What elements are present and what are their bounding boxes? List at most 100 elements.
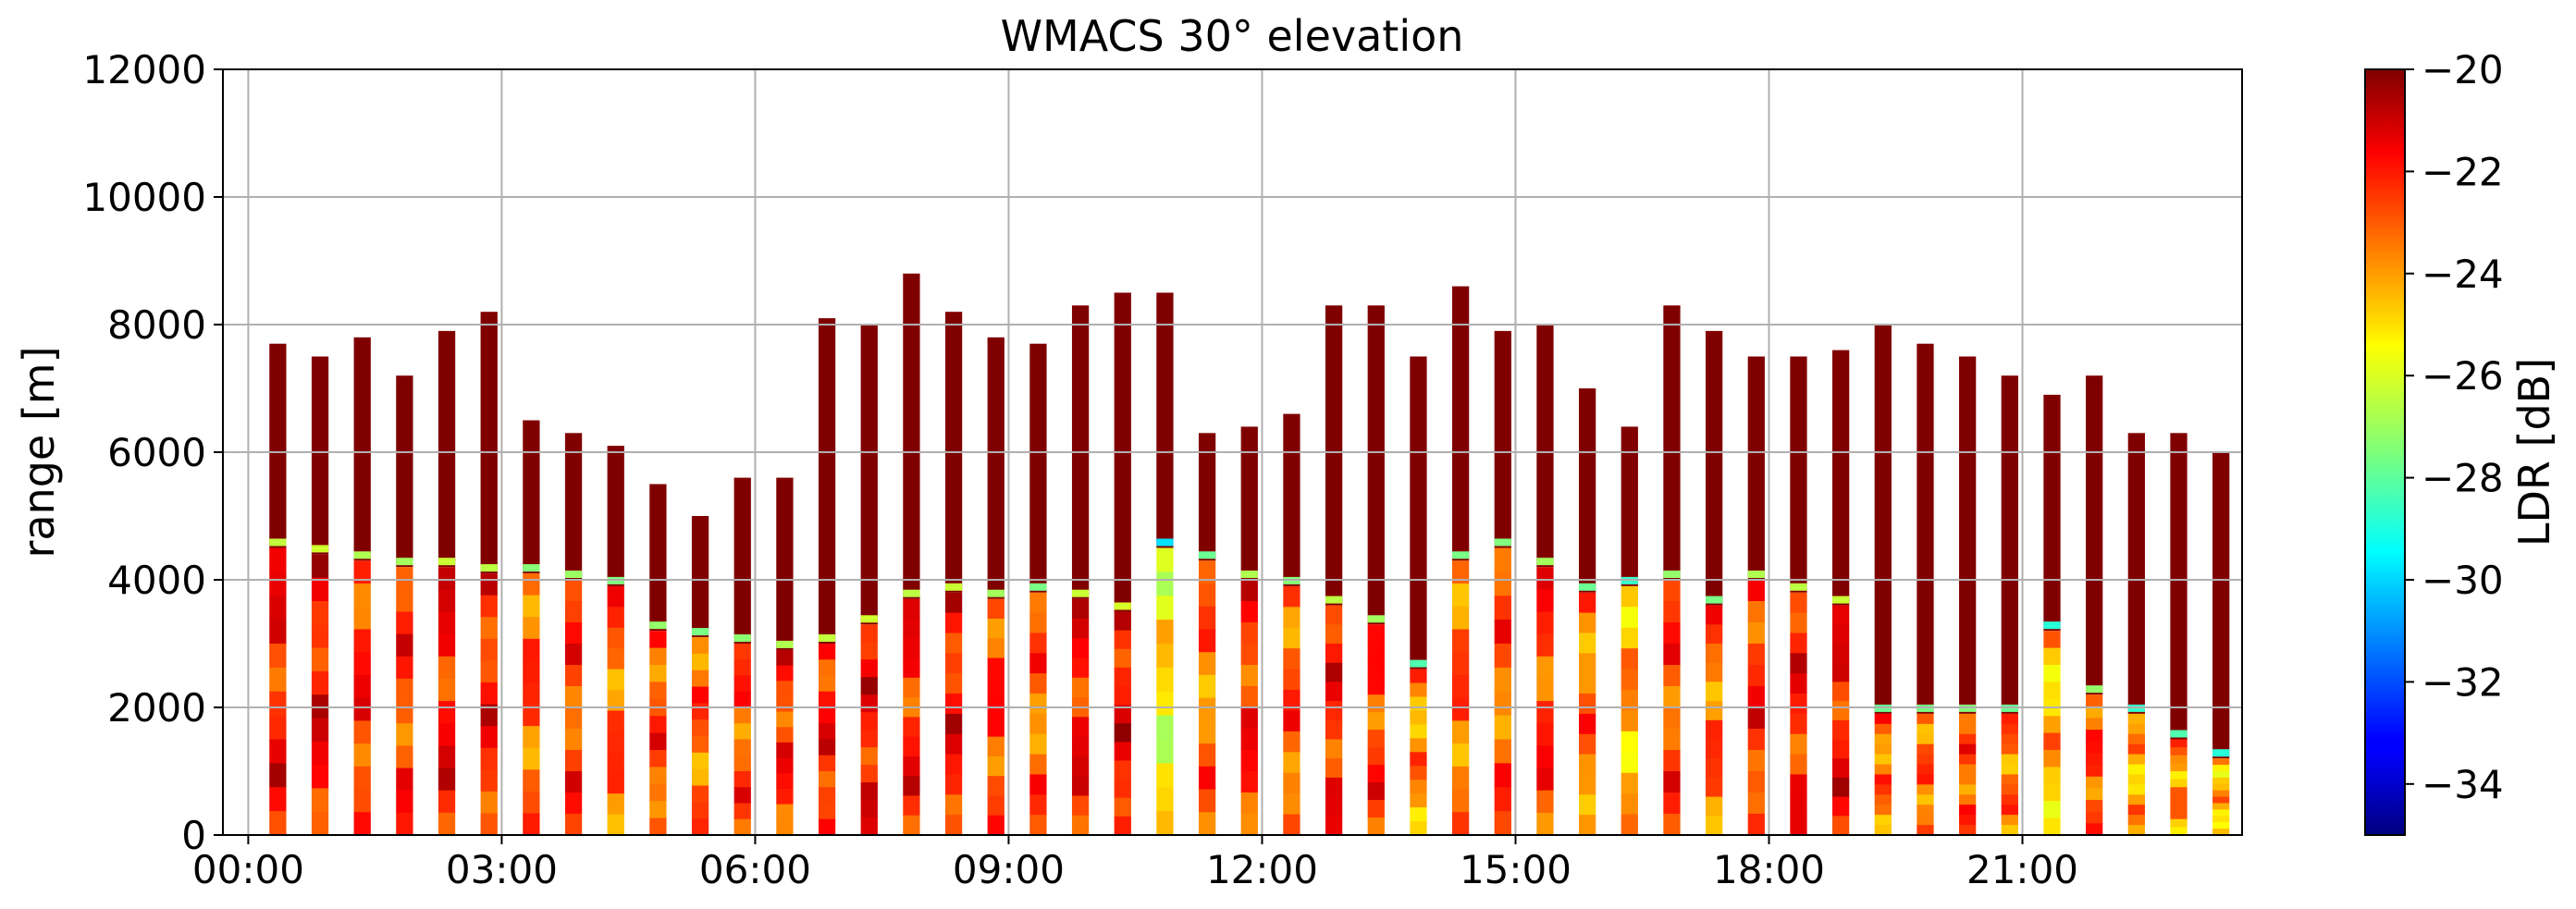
scan-lower-band: [1874, 754, 1892, 766]
scan-lower-band: [396, 656, 413, 680]
scan-lower-band: [1747, 771, 1765, 793]
scan-lower-band: [1071, 776, 1090, 797]
scan-lower-band: [1325, 624, 1343, 645]
scan-lower-band: [1451, 674, 1470, 699]
scan-lower-band: [776, 681, 794, 697]
scan-lower-band: [944, 815, 963, 835]
scan-lower-band: [2086, 800, 2103, 813]
scan-lower-band: [564, 644, 583, 666]
scan-lower-band: [1578, 713, 1596, 735]
scan-lower-band: [2127, 815, 2145, 826]
scan-lower-band: [1451, 583, 1470, 608]
scan-lower-band: [1747, 601, 1765, 623]
scan-lower-band: [1578, 754, 1596, 776]
scan-lower-band: [903, 815, 920, 835]
scan-upper-cloud: [1663, 305, 1681, 580]
scan-lower-band: [776, 757, 794, 774]
scan-transition-band: [903, 589, 920, 597]
scan-lower-band: [2001, 743, 2018, 755]
scan-lower-band: [1325, 682, 1343, 702]
scan-lower-band: [1621, 669, 1638, 691]
scan-lower-band: [1621, 585, 1638, 608]
scan-lower-band: [987, 717, 1005, 738]
scan-lower-band: [1578, 633, 1596, 654]
scan-lower-band: [523, 660, 540, 683]
scan-lower-band: [1367, 694, 1385, 713]
scan-upper-cloud: [480, 312, 498, 574]
scan-lower-band: [1874, 774, 1892, 785]
scan-lower-band: [2086, 718, 2103, 731]
scan-lower-band: [1410, 724, 1427, 739]
scan-lower-band: [818, 818, 836, 835]
scan-upper-cloud: [649, 484, 667, 632]
scan-lower-band: [2001, 754, 2018, 766]
scan-transition-band: [818, 634, 836, 642]
scan-upper-cloud: [1451, 286, 1470, 561]
scan-lower-band: [691, 736, 709, 754]
scan-lower-band: [1029, 633, 1047, 654]
scan-lower-band: [311, 647, 329, 672]
scan-lower-band: [269, 715, 287, 741]
scan-lower-band: [860, 712, 878, 731]
scan-lower-band: [1114, 779, 1131, 799]
scan-transition-band: [480, 564, 498, 572]
scan-lower-band: [649, 817, 667, 835]
colorbar-tick-label: −34: [2422, 762, 2504, 807]
scan-lower-band: [1071, 598, 1090, 620]
scan-lower-band: [438, 633, 456, 657]
scan-lower-band: [649, 682, 667, 700]
scan-lower-band: [691, 653, 709, 671]
scan-lower-band: [1705, 624, 1723, 645]
scan-lower-band: [1114, 705, 1131, 724]
scan-lower-band: [1663, 665, 1681, 687]
scan-upper-cloud: [1198, 433, 1216, 561]
scan-lower-band: [1790, 592, 1807, 614]
scan-lower-band: [1451, 720, 1470, 744]
scan-lower-band: [607, 669, 624, 691]
scan-lower-band: [1494, 644, 1511, 669]
scan-lower-band: [1198, 583, 1216, 608]
y-tick-label: 4000: [107, 558, 206, 603]
scan-upper-cloud: [2127, 433, 2145, 714]
scan-upper-cloud: [1029, 343, 1047, 593]
scan-lower-band: [1663, 601, 1681, 623]
scan-lower-band: [1367, 730, 1385, 748]
scan-column: [818, 318, 836, 835]
scan-lower-band: [1410, 710, 1427, 725]
scan-lower-band: [1367, 765, 1385, 783]
scan-lower-band: [1747, 644, 1765, 666]
scan-lower-band: [1917, 774, 1934, 785]
scan-lower-band: [480, 682, 498, 706]
scan-lower-band: [1198, 606, 1216, 631]
scan-lower-band: [1832, 662, 1850, 682]
scan-column: [2212, 452, 2230, 835]
scan-lower-band: [564, 622, 583, 645]
scan-lower-band: [903, 657, 920, 679]
scan-lower-band: [1705, 816, 1723, 835]
scan-lower-band: [1917, 805, 1934, 816]
scan-lower-band: [2127, 754, 2145, 766]
scan-upper-cloud: [860, 325, 878, 625]
scan-lower-band: [1283, 690, 1300, 712]
colorbar-tick-label: −30: [2422, 558, 2504, 603]
scan-lower-band: [1198, 652, 1216, 676]
scan-upper-cloud: [818, 318, 836, 644]
scan-lower-band: [1959, 764, 1977, 776]
scan-lower-band: [2170, 818, 2188, 828]
scan-lower-band: [2212, 829, 2230, 835]
scan-lower-band: [1283, 607, 1300, 629]
scan-lower-band: [1240, 601, 1258, 623]
scan-lower-band: [2212, 758, 2230, 766]
scan-transition-band: [1367, 615, 1385, 623]
scan-lower-band: [523, 617, 540, 640]
scan-lower-band: [607, 627, 624, 649]
scan-lower-band: [1029, 774, 1047, 795]
scan-lower-band: [691, 637, 709, 655]
scan-lower-band: [2170, 787, 2188, 796]
scan-lower-band: [1494, 739, 1511, 764]
scan-lower-band: [1959, 754, 1977, 766]
scan-transition-band: [1451, 551, 1470, 559]
scan-lower-band: [1029, 794, 1047, 816]
scan-column: [691, 516, 709, 835]
scan-lower-band: [1240, 686, 1258, 708]
